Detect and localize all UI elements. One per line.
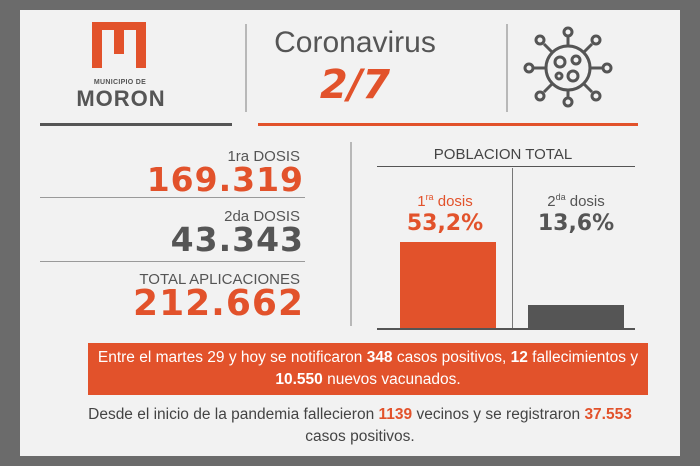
banner-deaths: 12 xyxy=(510,349,528,366)
virus-icon xyxy=(523,26,613,108)
banner-text-4: nuevos vacunados. xyxy=(322,371,461,388)
second-dose-label: 2da DOSIS xyxy=(224,208,300,225)
divider-right xyxy=(506,24,508,112)
report-date: 2/7 xyxy=(319,62,391,108)
second-dose-num: 2 xyxy=(547,193,556,210)
divider-middle xyxy=(350,142,352,326)
second-dose-pct: 13,6% xyxy=(537,211,615,236)
second-dose-value: 43.343 xyxy=(170,220,304,259)
first-dose-num: 1 xyxy=(417,193,426,210)
footer-total-deaths: 1139 xyxy=(378,406,413,423)
banner-text-1: Entre el martes 29 y hoy se notificaron xyxy=(97,349,367,366)
logo-subtitle: MUNICIPIO DE xyxy=(93,79,147,86)
moron-logo-icon xyxy=(92,22,146,68)
total-value: 212.662 xyxy=(133,283,304,324)
first-dose-sup: ra xyxy=(425,192,434,202)
cumulative-summary: Desde el inicio de la pandemia fallecier… xyxy=(70,404,650,448)
chart-bar-first-dose xyxy=(400,242,496,328)
page-title: Coronavirus xyxy=(274,26,436,59)
first-dose-bar-label: 1ra dosis xyxy=(380,192,510,210)
chart-divider xyxy=(512,168,513,328)
footer-text-3: casos positivos. xyxy=(305,428,415,445)
first-dose-value: 169.319 xyxy=(146,160,304,199)
header-rule-left xyxy=(40,123,232,126)
total-label: TOTAL APLICACIONES xyxy=(139,271,300,288)
daily-report-banner: Entre el martes 29 y hoy se notificaron … xyxy=(88,343,648,395)
divider-left xyxy=(245,24,247,112)
banner-new-cases: 348 xyxy=(366,349,393,366)
first-dose-pct: 53,2% xyxy=(406,211,484,236)
chart-title-rule xyxy=(377,166,635,167)
second-dose-word: dosis xyxy=(565,193,605,210)
chart-bar-second-dose xyxy=(528,305,624,328)
dose-separator-2 xyxy=(40,261,305,262)
banner-text-3: fallecimientos y xyxy=(527,349,639,366)
footer-text-1: Desde el inicio de la pandemia fallecier… xyxy=(88,406,379,423)
banner-vaccinated: 10.550 xyxy=(275,371,323,388)
chart-baseline xyxy=(377,328,635,330)
second-dose-sup: da xyxy=(555,192,566,202)
first-dose-word: dosis xyxy=(433,193,473,210)
footer-total-cases: 37.553 xyxy=(584,406,632,423)
banner-text-2: casos positivos, xyxy=(392,349,511,366)
footer-text-2: vecinos y se registraron xyxy=(412,406,585,423)
dose-separator-1 xyxy=(40,197,305,198)
second-dose-bar-label: 2da dosis xyxy=(514,192,638,210)
chart-title: POBLACION TOTAL xyxy=(433,146,573,163)
header-rule-right xyxy=(258,123,638,126)
first-dose-label: 1ra DOSIS xyxy=(227,148,300,165)
logo-name: MORON xyxy=(76,86,166,111)
